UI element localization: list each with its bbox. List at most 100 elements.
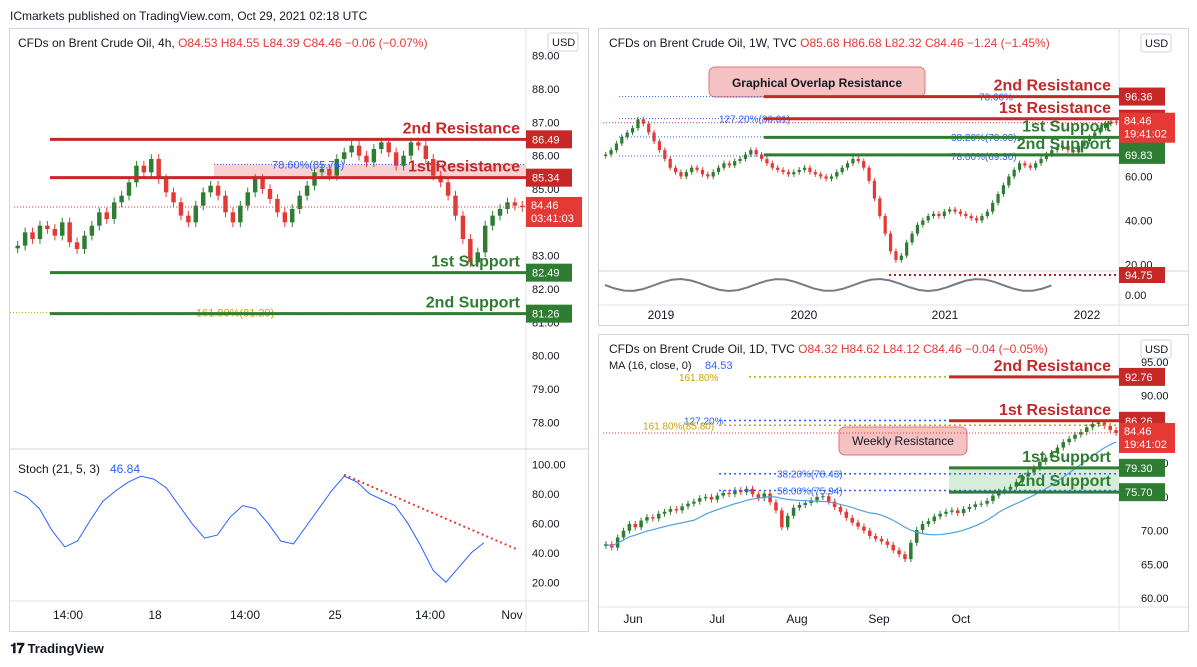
candle-body (1082, 141, 1086, 146)
annotation-text: Graphical Overlap Resistance (732, 76, 902, 90)
candle-body (431, 159, 436, 176)
price-tag-label: 96.36 (1125, 92, 1153, 104)
candle-body (604, 544, 608, 546)
candle-body (921, 220, 925, 225)
candle-body (715, 495, 720, 500)
candle-body (937, 213, 941, 217)
candle-body (393, 152, 399, 166)
chart-4h-svg[interactable]: CFDs on Brent Crude Oil, 4h, O84.53 H84.… (10, 29, 588, 631)
level-name: 2nd Resistance (994, 358, 1111, 375)
candle-body (1034, 163, 1038, 168)
candle-body (609, 150, 613, 155)
legend-part: H84.55 (221, 36, 263, 50)
candle-body (944, 511, 948, 514)
candle-body (721, 492, 725, 496)
candle-body (948, 209, 952, 212)
legend-part: C84.46 (303, 36, 345, 50)
candle-body (82, 235, 87, 249)
candle-body (200, 192, 206, 206)
candle-body (1012, 169, 1016, 177)
candle-body (862, 526, 866, 531)
candle-body (97, 212, 102, 226)
candle-body (706, 174, 710, 177)
candle-body (695, 167, 699, 170)
candle-body (1108, 425, 1112, 430)
candle-body (327, 169, 332, 176)
chart-1d-svg[interactable]: CFDs on Brent Crude Oil, 1D, TVC O84.32 … (599, 335, 1188, 631)
price-tag (1119, 458, 1165, 477)
candle-body (692, 501, 696, 504)
candle-body (743, 154, 748, 159)
price-tag (526, 304, 572, 323)
chart-panel-1d[interactable]: CFDs on Brent Crude Oil, 1D, TVC O84.32 … (598, 334, 1189, 632)
candle-body (290, 209, 295, 223)
currency-badge (1140, 33, 1172, 53)
candle-body (985, 211, 989, 217)
candle-body (703, 496, 708, 499)
candle-body (662, 511, 667, 514)
candle-body (770, 163, 774, 168)
candle-body (1114, 430, 1118, 433)
candle-body (868, 530, 872, 537)
candle-body (1032, 467, 1036, 473)
tradingview-footer[interactable]: 𝟏𝟕 TradingView (10, 640, 104, 657)
chart-1w-svg[interactable]: CFDs on Brent Crude Oil, 1W, TVC O85.68 … (599, 29, 1188, 325)
chart-panel-1w[interactable]: CFDs on Brent Crude Oil, 1W, TVC O85.68 … (598, 28, 1189, 326)
candle-body (780, 510, 784, 528)
legend-part: CFDs on Brent Crude Oil, 1D, TVC (609, 342, 798, 356)
candle-body (711, 172, 715, 177)
candle-body (835, 172, 839, 177)
candle-body (149, 159, 154, 173)
price-tag-label: 79.30 (1125, 463, 1153, 475)
candle-body (894, 251, 898, 261)
candle-body (686, 503, 690, 507)
candle-body (641, 119, 645, 124)
candle-body (1049, 452, 1054, 458)
candle-body (656, 513, 661, 519)
candle-body (52, 229, 58, 236)
chart-panel-4h[interactable]: CFDs on Brent Crude Oil, 4h, O84.53 H84.… (9, 28, 589, 632)
candle-body (304, 185, 310, 196)
candle-body (282, 212, 288, 223)
candle-body (630, 128, 635, 133)
candle-body (802, 167, 807, 170)
current-price-tag (1119, 422, 1175, 453)
candle-body (768, 493, 772, 503)
candle-body (156, 159, 161, 179)
candle-body (910, 233, 914, 243)
candle-body (1073, 434, 1077, 439)
candle-body (67, 222, 72, 243)
candle-body (60, 222, 65, 236)
x-tick-label: 14:00 (230, 608, 260, 622)
level-name: 1st Support (1022, 118, 1112, 135)
oscillator-tag (1119, 267, 1165, 283)
x-tick-label: Aug (786, 612, 807, 626)
legend-part: O84.32 (798, 342, 841, 356)
candle-body (844, 511, 849, 518)
candle-body (126, 182, 132, 196)
candle-body (468, 239, 473, 263)
candle-body (1026, 472, 1030, 477)
y-tick-label: 85.00 (532, 184, 560, 196)
candle-body (604, 154, 608, 156)
legend-part: CFDs on Brent Crude Oil, 1W, TVC (609, 36, 800, 50)
candle-body (482, 225, 488, 253)
publisher-header: ICmarkets published on TradingView.com, … (10, 9, 368, 23)
legend-part: L82.32 (885, 36, 925, 50)
fib-label: 127.20% (684, 416, 724, 427)
candle-body (223, 195, 228, 213)
candle-body (926, 521, 931, 524)
candle-body (1098, 128, 1102, 133)
currency-badge (1140, 339, 1172, 359)
candle-body (297, 195, 302, 209)
candle-body (680, 506, 684, 511)
candle-body (215, 185, 221, 196)
candle-body (845, 163, 850, 168)
candle-body (829, 176, 834, 179)
candle-body (754, 150, 758, 155)
candle-body (423, 145, 429, 159)
candle-body (163, 179, 169, 193)
candle-body (356, 145, 362, 156)
candle-body (1102, 422, 1107, 426)
x-tick-label: 2019 (648, 308, 675, 322)
